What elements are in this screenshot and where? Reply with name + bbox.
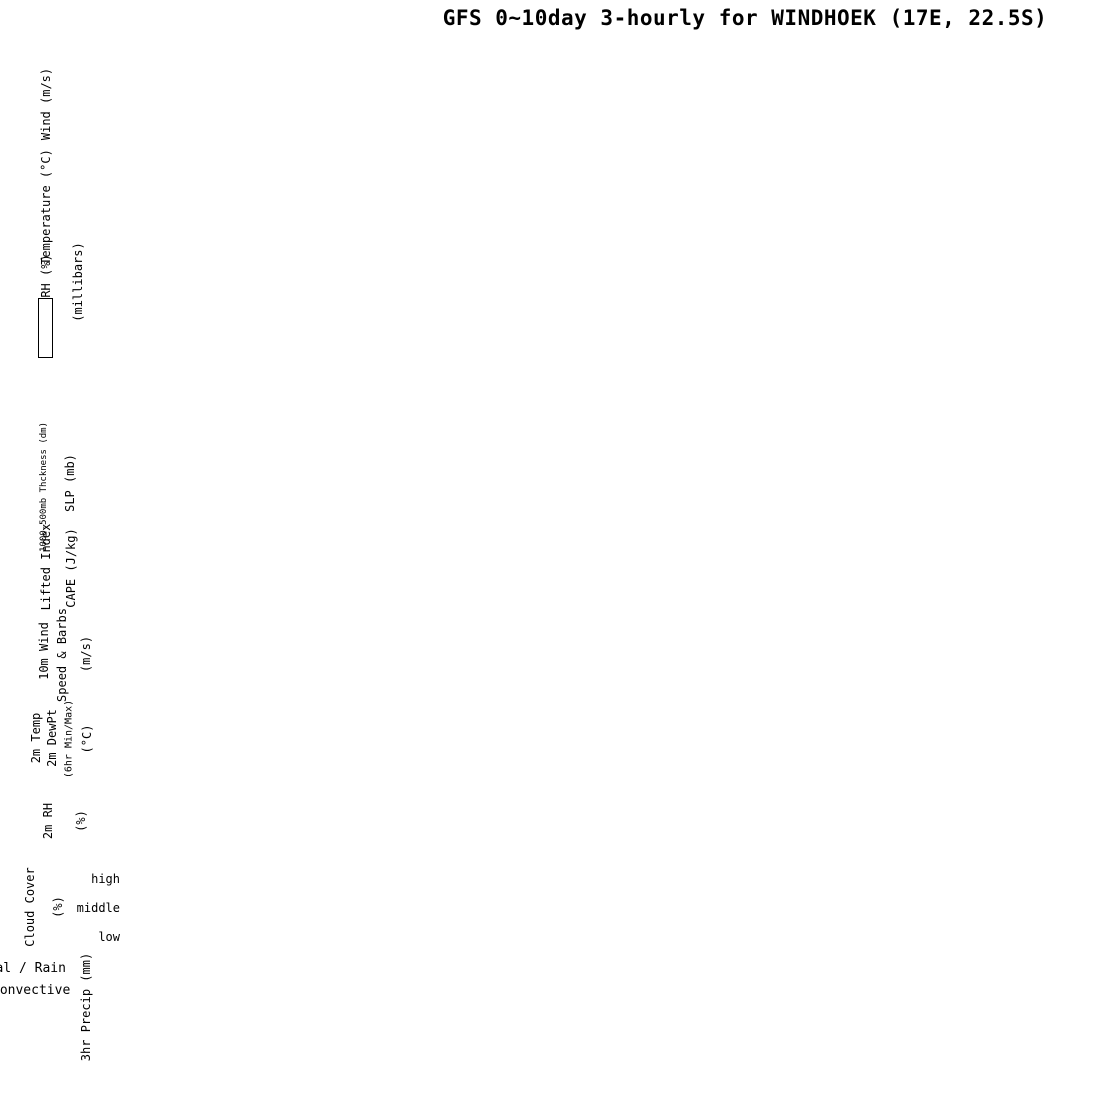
label-2m-rh: 2m RH <box>41 802 55 840</box>
label-lifted-index: Lifted Index <box>39 523 53 611</box>
label-rh-unit: (%) <box>74 810 88 832</box>
chart-title: GFS 0~10day 3-hourly for WINDHOEK (17E, … <box>442 6 1048 30</box>
label-3hr-precip: 3hr Precip (mm) <box>79 952 93 1062</box>
rh-colorbar <box>38 298 53 358</box>
label-degc-unit: (°C) <box>80 724 94 754</box>
label-cloud-unit: (%) <box>51 896 65 918</box>
label-millibars: (millibars) <box>71 242 85 322</box>
label-speed-barbs: Speed & Barbs <box>55 608 69 702</box>
cloud-row-middle: middle <box>76 901 120 915</box>
label-10m-wind: 10m Wind <box>37 622 51 680</box>
label-2m-temp: 2m Temp <box>29 712 43 764</box>
label-cape: CAPE (J/kg) <box>64 528 78 608</box>
label-minmax: (6hr Min/Max) <box>63 699 75 779</box>
label-rh: RH (%) <box>39 254 53 298</box>
cloud-row-low: low <box>98 930 120 944</box>
label-cloud-cover: Cloud Cover <box>23 867 37 947</box>
cloud-row-high: high <box>91 872 120 886</box>
label-wind-ms: Wind (m/s) <box>39 67 53 141</box>
label-2m-dewpt: 2m DewPt <box>45 709 59 767</box>
label-ms-unit: (m/s) <box>79 635 93 673</box>
label-total-rain: Total / Rain <box>0 961 66 976</box>
label-slp: SLP (mb) <box>63 454 77 512</box>
label-convective: Convective <box>0 983 71 998</box>
label-temperature: Temperature (°C) <box>39 149 53 265</box>
